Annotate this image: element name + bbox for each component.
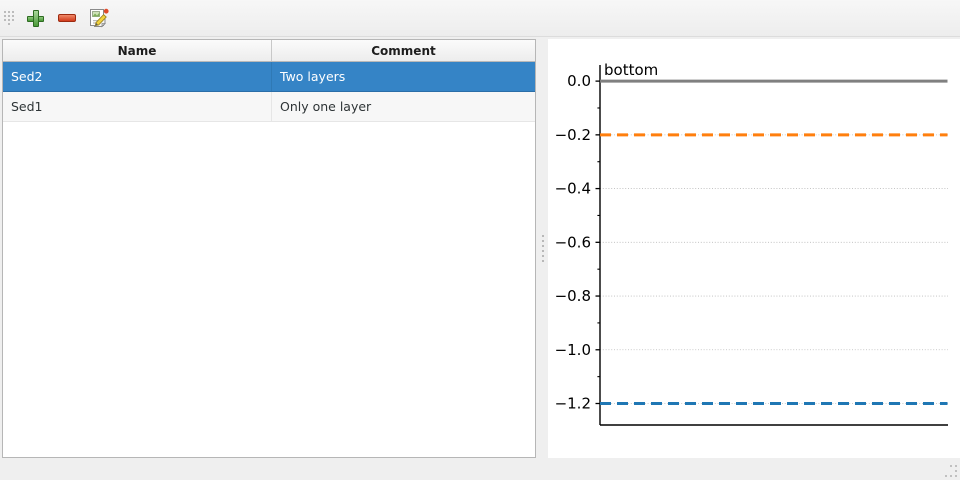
plus-icon [26, 9, 44, 27]
cell-comment[interactable]: Only one layer [271, 91, 535, 122]
table-row[interactable]: Sed1 Only one layer [3, 91, 535, 122]
plot-background [548, 39, 960, 458]
minus-icon [58, 14, 76, 22]
toolbar [0, 0, 960, 37]
layer-profile-chart[interactable]: 0.0 −0.2 −0.4 −0.6 −0.8 −1.0 −1.2 bottom [548, 39, 960, 458]
y-axis-tick-label: −0.8 [555, 287, 591, 305]
y-axis-tick-label: −1.0 [555, 341, 591, 359]
y-axis-tick-label: −0.4 [555, 180, 591, 198]
table-header: Name Comment [3, 40, 535, 62]
plot-annotation-label: bottom [604, 61, 658, 79]
y-axis-tick-label: −1.2 [555, 395, 591, 413]
status-bar [0, 458, 960, 480]
table-body: Sed2 Two layers Sed1 Only one layer [3, 61, 535, 122]
plot-canvas: 0.0 −0.2 −0.4 −0.6 −0.8 −1.0 −1.2 bottom [548, 39, 960, 458]
edit-document-icon [89, 8, 109, 28]
toolbar-drag-handle[interactable] [4, 7, 14, 29]
y-axis-tick-label: 0.0 [567, 72, 591, 90]
panel-splitter[interactable] [538, 38, 548, 458]
y-axis-tick-label: −0.2 [555, 126, 591, 144]
edit-button[interactable] [84, 3, 114, 33]
remove-button[interactable] [52, 3, 82, 33]
layers-table-panel: Name Comment Sed2 Two layers Sed1 Only o… [2, 39, 536, 458]
splitter-grip-icon [542, 234, 544, 262]
column-header-comment[interactable]: Comment [271, 40, 535, 62]
add-button[interactable] [20, 3, 50, 33]
table-row[interactable]: Sed2 Two layers [3, 61, 535, 92]
resize-grip-icon[interactable] [945, 465, 958, 478]
column-header-name[interactable]: Name [3, 40, 272, 62]
y-axis-tick-label: −0.6 [555, 233, 591, 251]
cell-name[interactable]: Sed2 [3, 61, 272, 92]
cell-name[interactable]: Sed1 [3, 91, 272, 122]
table-header-row: Name Comment [3, 40, 535, 62]
cell-comment[interactable]: Two layers [271, 61, 535, 92]
layers-table: Name Comment Sed2 Two layers Sed1 Only o… [3, 40, 535, 122]
